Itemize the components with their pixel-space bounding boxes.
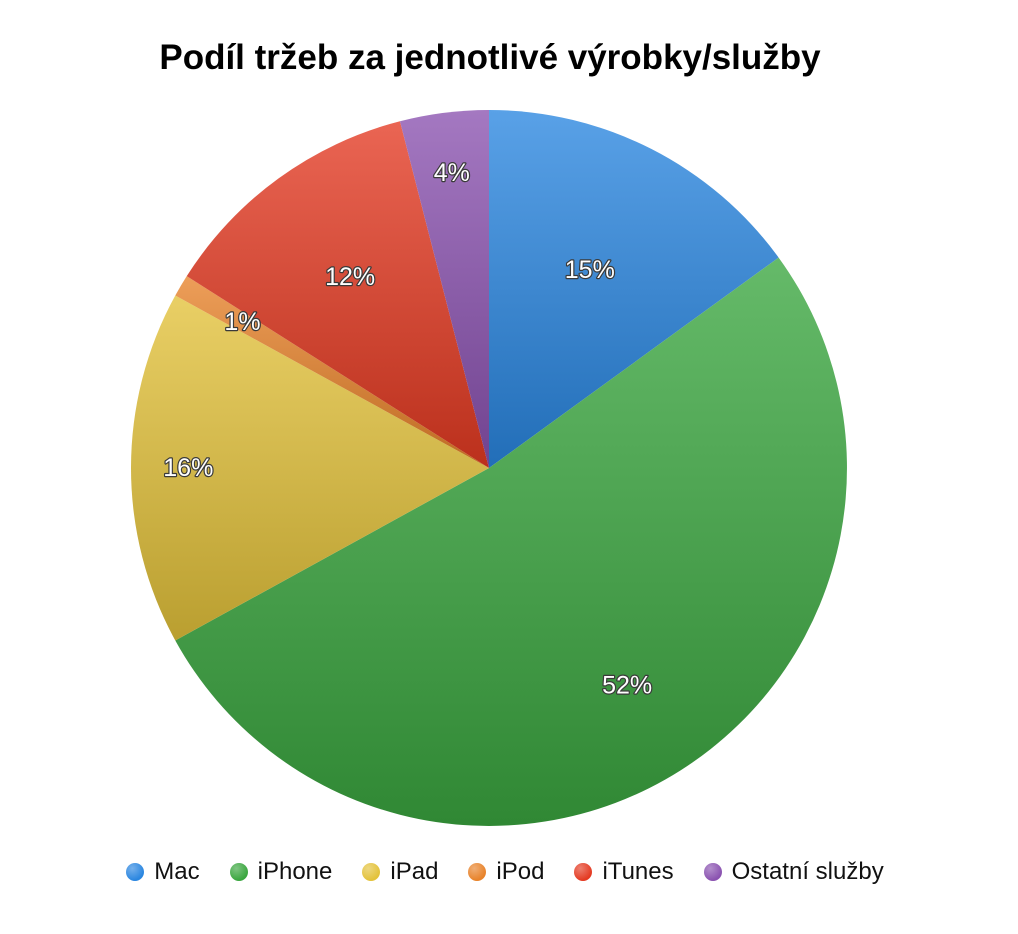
pie-slice-iphone: [175, 257, 847, 826]
legend-item-ipod: iPod: [468, 858, 544, 886]
legend-item-mac: Mac: [126, 858, 200, 886]
legend-label: iPod: [496, 858, 545, 885]
legend-label: iPad: [390, 858, 439, 885]
legend-label: Mac: [154, 858, 200, 885]
legend-item-iphone: iPhone: [229, 858, 333, 886]
legend-swatch: [703, 863, 722, 881]
pie-slice-ipod: [175, 276, 489, 468]
legend-swatch: [574, 863, 593, 881]
legend-label: Ostatní služby: [731, 858, 884, 885]
legend-swatch: [468, 863, 487, 881]
legend-label: iPhone: [257, 858, 333, 885]
pie-value-labels: 15% 52% 16% 1% 12% 4%: [162, 158, 653, 701]
value-label-iphone: 52%: [602, 672, 652, 700]
value-label-ipod: 1%: [224, 308, 260, 336]
legend-label: iTunes: [602, 858, 674, 885]
chart-title: Podíl tržeb za jednotlivé výrobky/služby: [159, 38, 821, 77]
pie-slice-itunes: [186, 121, 490, 468]
pie-slice-ostatní-služby: [399, 110, 489, 468]
chart-legend: Mac iPhone iPad iPod iTunes Ostatní služby: [0, 852, 1018, 892]
value-label-ipad: 16%: [163, 454, 213, 482]
legend-swatch: [229, 863, 248, 881]
legend-item-ostatní-služby: Ostatní služby: [703, 858, 884, 886]
pie-slice-ipad: [130, 295, 489, 641]
value-label-mac: 15%: [565, 256, 615, 284]
value-label-ostatní-služby: 4%: [434, 159, 470, 187]
pie-slice-mac: [489, 110, 779, 468]
legend-swatch: [362, 863, 381, 881]
pie-slices: [130, 110, 847, 826]
legend-swatch: [126, 863, 145, 881]
legend-item-ipad: iPad: [362, 858, 438, 886]
legend-item-itunes: iTunes: [574, 858, 674, 886]
value-label-itunes: 12%: [325, 263, 375, 291]
